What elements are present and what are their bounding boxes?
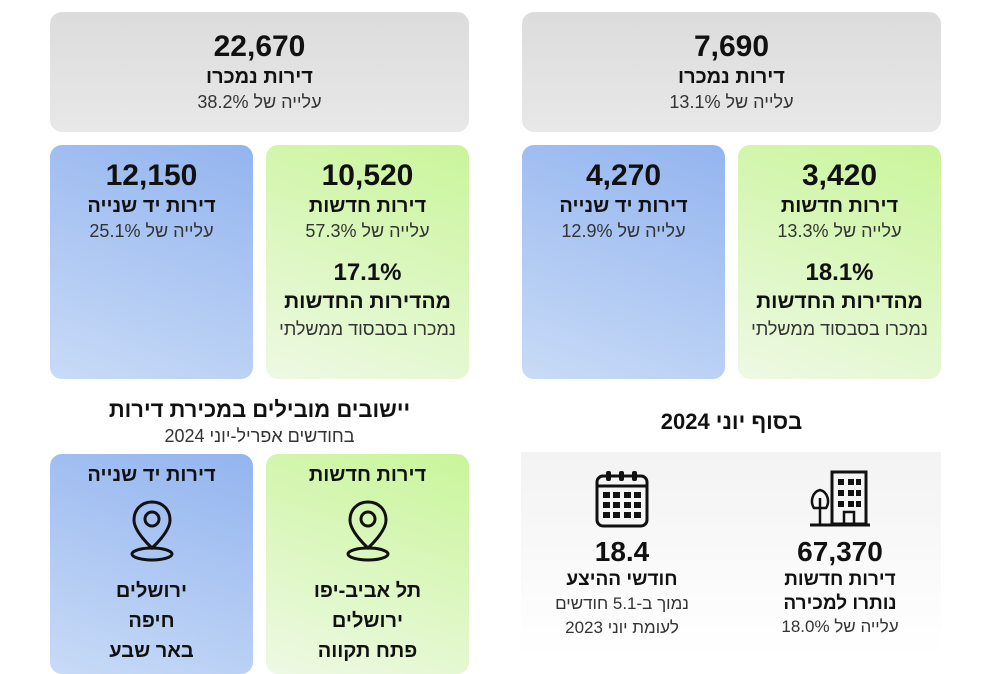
left-new-share-note: נמכרו בסבסוד ממשלתי bbox=[279, 319, 456, 339]
right-new-share-note: נמכרו בסבסוד ממשלתי bbox=[751, 319, 928, 339]
location-pin-icon bbox=[346, 500, 389, 562]
right-total-change: עלייה של 13.1% bbox=[669, 92, 794, 112]
city-item: ירושלים bbox=[115, 580, 188, 602]
supply-stat: 18.4 חודשי ההיצע נמוך ב-5.1 חודשים לעומת… bbox=[522, 468, 722, 640]
end-title-block: בסוף יוני 2024 bbox=[522, 408, 941, 436]
right-new-share-pct: 18.1% bbox=[805, 259, 874, 286]
location-pin-icon bbox=[130, 500, 173, 562]
left-total-value: 22,670 bbox=[213, 30, 306, 63]
supply-value: 18.4 bbox=[594, 536, 650, 567]
supply-label: חודשי ההיצע bbox=[566, 569, 678, 590]
leading-new-title: דירות חדשות bbox=[308, 464, 427, 486]
leading-subtitle: בחודשים אפריל-יוני 2024 bbox=[164, 426, 355, 446]
right-second-hand-change: עלייה של 12.9% bbox=[561, 221, 686, 241]
right-second-hand-value: 4,270 bbox=[585, 159, 662, 192]
right-total-card: 7,690 דירות נמכרו עלייה של 13.1% bbox=[522, 12, 941, 132]
left-total-label: דירות נמכרו bbox=[206, 66, 313, 88]
left-new-share-label: מהדירות החדשות bbox=[284, 290, 451, 313]
leading-second-hand-cities: ירושלים חיפה באר שבע bbox=[50, 576, 253, 666]
city-item: פתח תקווה bbox=[317, 640, 418, 662]
unsold-label-2: נותרו למכירה bbox=[783, 593, 897, 614]
leading-second-hand-title: דירות יד שנייה bbox=[87, 464, 216, 486]
right-new-value: 3,420 bbox=[801, 159, 878, 192]
unsold-stat: 67,370 דירות חדשות נותרו למכירה עלייה של… bbox=[740, 468, 940, 638]
city-item: חיפה bbox=[128, 610, 175, 632]
left-second-hand-value: 12,150 bbox=[105, 159, 198, 192]
unsold-label-1: דירות חדשות bbox=[784, 569, 896, 590]
right-new-card: 3,420 דירות חדשות עלייה של 13.3% 18.1% מ… bbox=[738, 145, 941, 379]
unsold-change: עלייה של 18.0% bbox=[781, 617, 899, 636]
left-new-label: דירות חדשות bbox=[308, 195, 427, 217]
leading-title: יישובים מובילים במכירת דירות bbox=[108, 397, 411, 422]
left-second-hand-card: 12,150 דירות יד שנייה עלייה של 25.1% bbox=[50, 145, 253, 379]
right-new-change: עלייה של 13.3% bbox=[777, 221, 902, 241]
building-icon bbox=[810, 470, 870, 527]
unsold-value: 67,370 bbox=[797, 536, 883, 567]
right-total-label: דירות נמכרו bbox=[678, 66, 785, 88]
left-second-hand-change: עלייה של 25.1% bbox=[89, 221, 214, 241]
left-second-hand-label: דירות יד שנייה bbox=[87, 195, 216, 217]
city-item: תל אביב-יפו bbox=[313, 580, 422, 602]
right-second-hand-label: דירות יד שנייה bbox=[559, 195, 688, 217]
supply-note-1: נמוך ב-5.1 חודשים bbox=[555, 594, 689, 613]
left-new-value: 10,520 bbox=[321, 159, 414, 192]
supply-note-2: לעומת יוני 2023 bbox=[565, 618, 679, 637]
left-new-change: עלייה של 57.3% bbox=[305, 221, 430, 241]
left-new-share-pct: 17.1% bbox=[333, 259, 402, 286]
right-new-label: דירות חדשות bbox=[780, 195, 899, 217]
city-item: ירושלים bbox=[331, 610, 404, 632]
right-new-share-label: מהדירות החדשות bbox=[756, 290, 923, 313]
left-total-card: 22,670 דירות נמכרו עלייה של 38.2% bbox=[50, 12, 469, 132]
left-new-card: 10,520 דירות חדשות עלייה של 57.3% 17.1% … bbox=[266, 145, 469, 379]
right-total-value: 7,690 bbox=[693, 30, 770, 63]
leading-new-cities: תל אביב-יפו ירושלים פתח תקווה bbox=[266, 576, 469, 666]
end-stats-panel bbox=[521, 452, 941, 657]
right-second-hand-card: 4,270 דירות יד שנייה עלייה של 12.9% bbox=[522, 145, 725, 379]
leading-second-hand-card: דירות יד שנייה ירושלים חיפה באר שבע bbox=[50, 454, 253, 674]
calendar-icon bbox=[595, 471, 649, 528]
end-title: בסוף יוני 2024 bbox=[660, 409, 803, 434]
leading-new-card: דירות חדשות תל אביב-יפו ירושלים פתח תקוו… bbox=[266, 454, 469, 674]
city-item: באר שבע bbox=[109, 640, 194, 662]
leading-title-block: יישובים מובילים במכירת דירות בחודשים אפר… bbox=[50, 396, 469, 448]
left-total-change: עלייה של 38.2% bbox=[197, 92, 322, 112]
